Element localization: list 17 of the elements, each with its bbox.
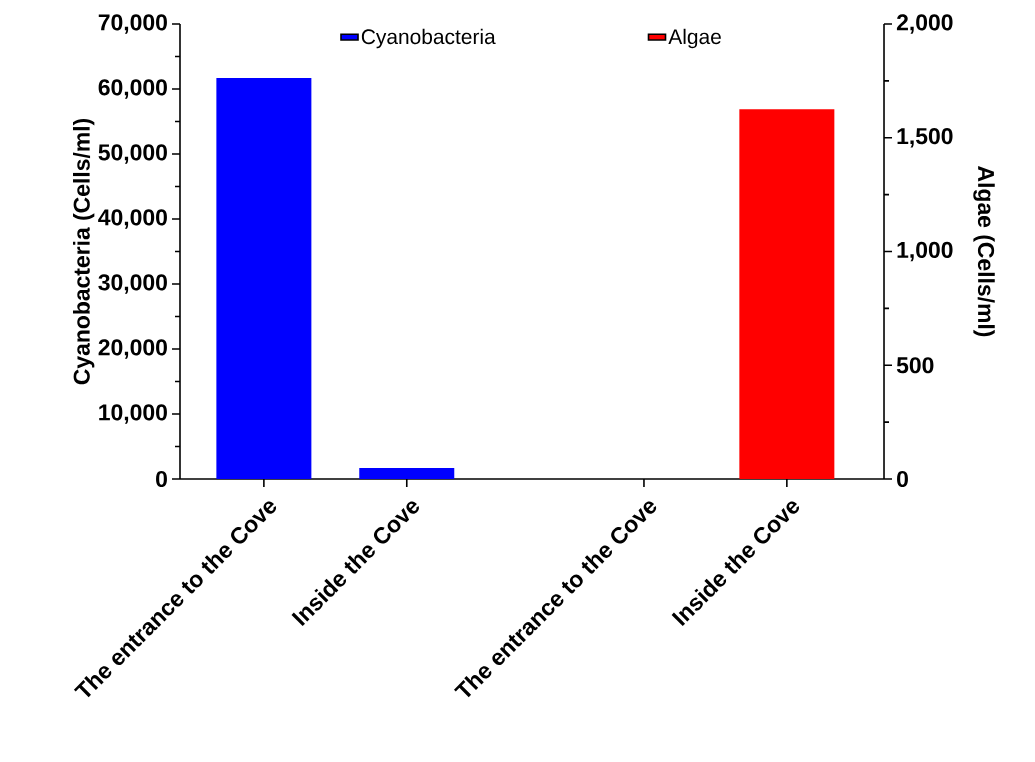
y-tick-label: 40,000 (98, 209, 167, 229)
y-tick-label: 50,000 (98, 144, 167, 164)
y2-tick-label: 1,000 (897, 241, 953, 262)
legend-label: Algae (668, 28, 721, 49)
y-tick-label: 10,000 (99, 404, 167, 424)
y-tick-label: 0 (156, 470, 167, 488)
y-tick-label: 70,000 (98, 14, 167, 34)
legend-label: Cyanobacteria (361, 28, 496, 49)
y2-tick-label: 2,000 (896, 14, 953, 34)
y2-axis-title: Algae (Cells/ml) (973, 166, 995, 337)
y-axis-title: Cyanobacteria (Cells/ml) (72, 118, 95, 385)
y2-tick-label: 1,500 (897, 127, 953, 148)
y2-tick-label: 500 (896, 357, 934, 374)
y-tick-label: 60,000 (98, 79, 167, 99)
y-tick-label: 30,000 (98, 274, 167, 294)
y-tick-label: 20,000 (98, 339, 167, 359)
y2-tick-label: 0 (897, 470, 908, 488)
